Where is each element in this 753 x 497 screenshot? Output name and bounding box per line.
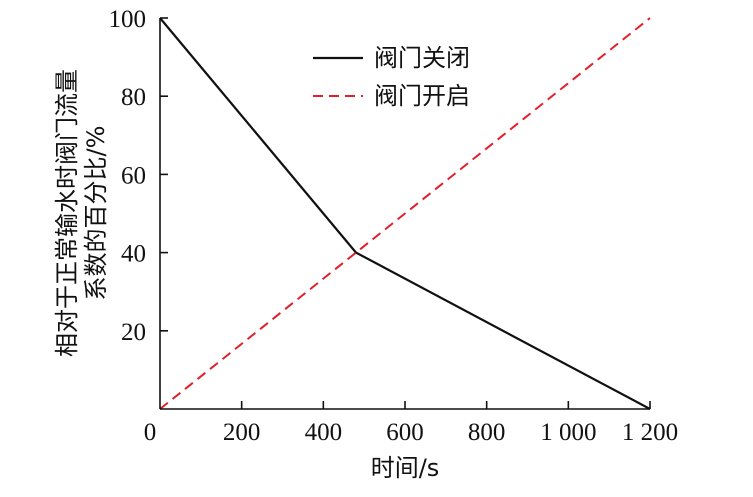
y-tick-label: 20 bbox=[121, 319, 146, 346]
legend-label-1: 阀门关闭 bbox=[374, 44, 470, 72]
x-tick-label: 1 200 bbox=[622, 419, 678, 446]
y-axis-title-line-2: 系数的百分比/% bbox=[82, 126, 110, 301]
x-axis-title: 时间/s bbox=[371, 454, 440, 482]
x-tick-label: 200 bbox=[223, 419, 261, 446]
y-axis-title-line-1: 相对于正常输水时阀门流量 bbox=[53, 69, 81, 357]
y-tick-label: 40 bbox=[121, 241, 146, 268]
tick-marks bbox=[160, 17, 651, 409]
tick-labels: 0 200 400 600 800 1 000 1 200 20 40 60 80 100 bbox=[109, 6, 679, 446]
x-tick-label: 1 000 bbox=[540, 419, 596, 446]
plot-area bbox=[159, 17, 651, 410]
x-tick-label: 600 bbox=[386, 419, 424, 446]
y-tick-label: 100 bbox=[109, 6, 147, 33]
y-tick-label: 60 bbox=[121, 162, 146, 189]
y-tick-label: 80 bbox=[121, 84, 146, 111]
x-tick-label: 800 bbox=[468, 419, 506, 446]
x-tick-label: 400 bbox=[305, 419, 343, 446]
legend-label-2: 阀门开启 bbox=[374, 82, 470, 110]
x-tick-label: 0 bbox=[144, 419, 157, 446]
series-line-2 bbox=[159, 17, 651, 410]
series-line-1 bbox=[159, 17, 651, 410]
y-axis-title: 相对于正常输水时阀门流量 系数的百分比/% bbox=[53, 69, 110, 357]
